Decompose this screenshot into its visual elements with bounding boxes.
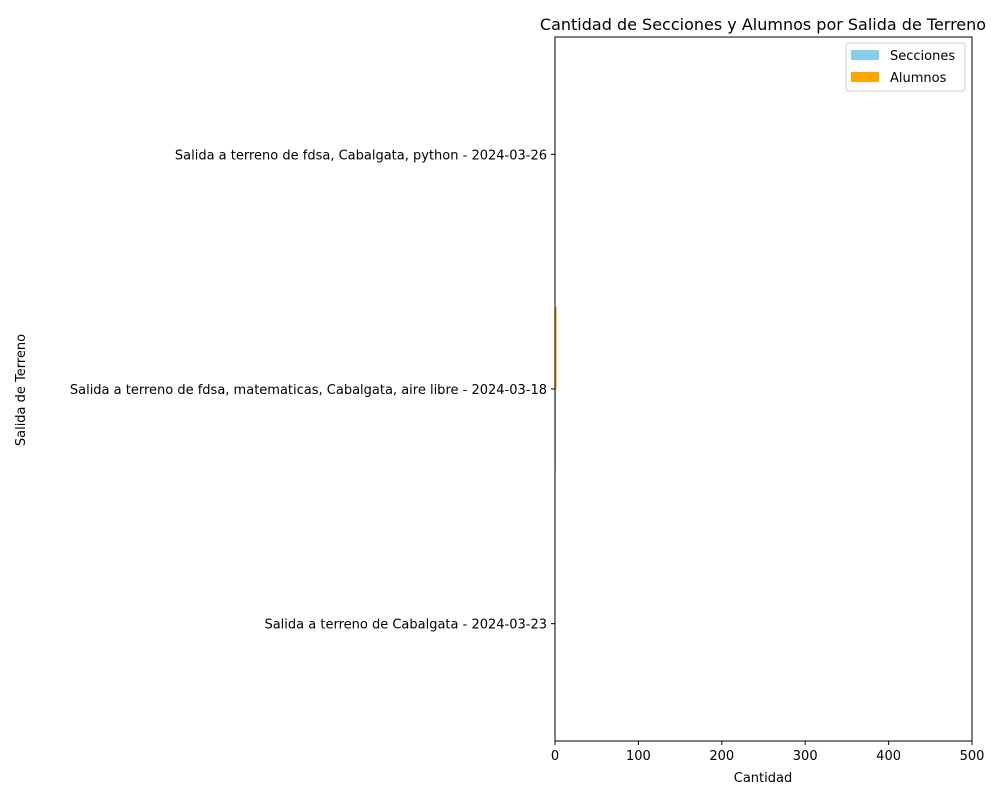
legend-swatch-alumnos xyxy=(851,72,879,82)
legend: Secciones Alumnos xyxy=(845,42,966,92)
y-tick-label: Salida a terreno de fdsa, matematicas, C… xyxy=(70,383,547,398)
legend-label-secciones: Secciones xyxy=(890,49,955,64)
legend-swatch-secciones xyxy=(851,50,879,60)
bar-alumnos-1 xyxy=(555,306,557,389)
x-axis-ticks: 0 100 200 300 400 500 xyxy=(551,741,985,764)
y-tick-label: Salida a terreno de fdsa, Cabalgata, pyt… xyxy=(175,148,547,163)
plot-area-frame xyxy=(554,36,973,742)
x-tick-label: 200 xyxy=(709,749,734,764)
legend-label-alumnos: Alumnos xyxy=(890,71,947,86)
x-tick-label: 500 xyxy=(960,749,985,764)
x-tick-label: 100 xyxy=(626,749,651,764)
y-axis-ticks: Salida a terreno de fdsa, Cabalgata, pyt… xyxy=(70,148,555,633)
x-tick-label: 0 xyxy=(551,749,559,764)
y-tick-label: Salida a terreno de Cabalgata - 2024-03-… xyxy=(264,618,547,633)
x-axis-label: Cantidad xyxy=(734,771,792,786)
x-tick-label: 300 xyxy=(793,749,818,764)
chart-title: Cantidad de Secciones y Alumnos por Sali… xyxy=(540,15,986,34)
x-tick-label: 400 xyxy=(876,749,901,764)
y-axis-label: Salida de Terreno xyxy=(14,334,29,446)
